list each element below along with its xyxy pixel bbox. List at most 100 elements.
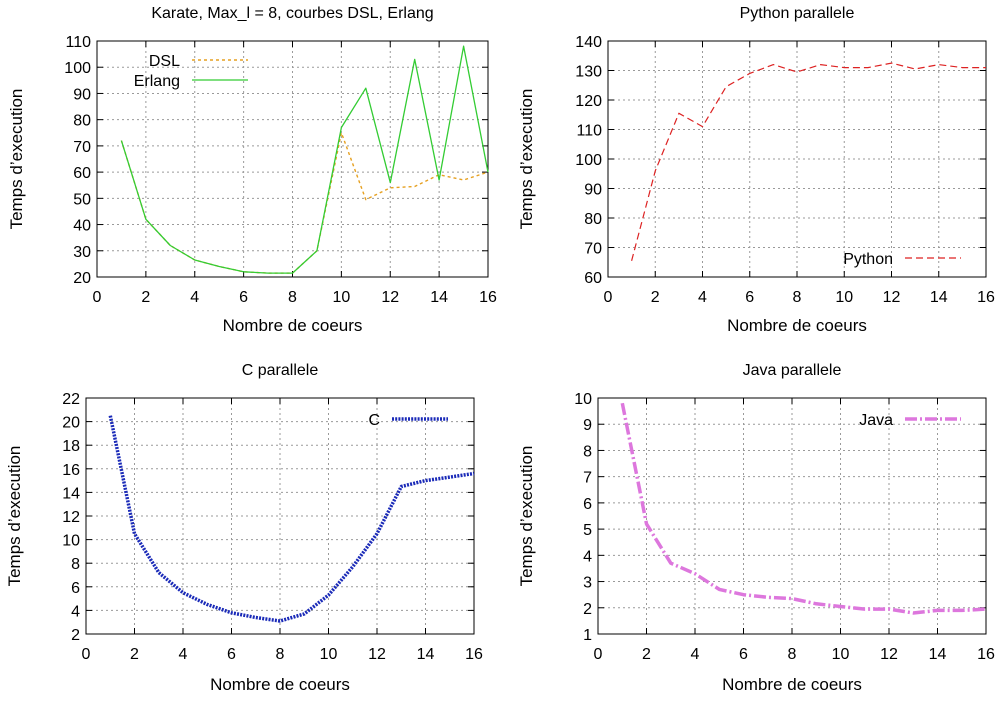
x-tick-label: 10 (332, 289, 350, 306)
x-tick-label: 6 (227, 646, 236, 663)
legend-label: Python (843, 251, 893, 268)
y-axis-label: Temps d’execution (517, 446, 536, 587)
y-tick-label: 8 (583, 443, 592, 460)
x-tick-label: 4 (698, 289, 707, 306)
y-tick-label: 60 (73, 165, 91, 182)
y-tick-label: 50 (73, 191, 91, 208)
y-tick-label: 10 (62, 533, 80, 550)
x-tick-label: 10 (320, 646, 338, 663)
y-tick-label: 16 (62, 462, 80, 479)
y-tick-label: 2 (583, 601, 592, 618)
x-tick-label: 14 (430, 289, 448, 306)
x-tick-label: 12 (883, 289, 901, 306)
x-tick-label: 0 (82, 646, 91, 663)
y-tick-label: 40 (73, 218, 91, 235)
y-tick-label: 70 (73, 139, 91, 156)
y-tick-label: 80 (584, 211, 602, 228)
x-tick-label: 8 (793, 289, 802, 306)
y-tick-label: 4 (583, 548, 592, 565)
series-line-java (620, 402, 987, 615)
x-axis-label: Nombre de coeurs (210, 675, 350, 694)
y-tick-label: 90 (584, 182, 602, 199)
series-line-erlang (120, 45, 489, 274)
y-tick-label: 80 (73, 113, 91, 130)
y-tick-label: 6 (583, 496, 592, 513)
series-line-python (631, 62, 986, 261)
y-tick-label: 110 (65, 34, 91, 51)
y-tick-label: 130 (575, 64, 602, 81)
x-tick-label: 4 (179, 646, 188, 663)
x-tick-label: 16 (465, 646, 483, 663)
y-tick-label: 22 (62, 391, 80, 408)
x-tick-label: 16 (479, 289, 497, 306)
y-tick-label: 1 (583, 627, 592, 644)
y-tick-label: 5 (583, 522, 592, 539)
x-axis-label: Nombre de coeurs (223, 316, 363, 335)
y-tick-label: 7 (583, 470, 592, 487)
y-tick-label: 30 (73, 244, 91, 261)
y-tick-label: 100 (575, 152, 602, 169)
x-tick-label: 4 (190, 289, 199, 306)
chart-title: Karate, Max_l = 8, courbes DSL, Erlang (151, 5, 433, 22)
y-tick-label: 20 (62, 415, 80, 432)
x-tick-label: 16 (977, 289, 995, 306)
x-tick-label: 2 (642, 646, 651, 663)
x-tick-label: 12 (368, 646, 386, 663)
x-tick-label: 2 (651, 289, 660, 306)
y-tick-label: 10 (574, 391, 592, 408)
y-tick-label: 90 (73, 86, 91, 103)
x-tick-label: 6 (739, 646, 748, 663)
x-tick-label: 14 (417, 646, 435, 663)
series-line-dsl (120, 132, 489, 274)
x-tick-label: 2 (141, 289, 150, 306)
x-tick-label: 10 (835, 289, 853, 306)
legend-label: Erlang (134, 73, 180, 90)
x-tick-label: 12 (381, 289, 399, 306)
y-tick-label: 12 (62, 509, 80, 526)
y-tick-label: 60 (584, 270, 602, 287)
x-axis-label: Nombre de coeurs (722, 675, 862, 694)
y-tick-label: 3 (583, 575, 592, 592)
y-tick-label: 70 (584, 241, 602, 258)
y-tick-label: 100 (64, 60, 91, 77)
legend-label: C (368, 412, 380, 429)
x-tick-label: 0 (594, 646, 603, 663)
y-axis-label: Temps d’execution (517, 89, 536, 230)
y-tick-label: 6 (71, 580, 80, 597)
chart-title: Java parallele (743, 362, 842, 379)
x-tick-label: 10 (832, 646, 850, 663)
y-tick-label: 120 (575, 93, 602, 110)
y-tick-label: 2 (71, 627, 80, 644)
x-tick-label: 12 (880, 646, 898, 663)
y-axis-label: Temps d’execution (5, 446, 24, 587)
x-tick-label: 8 (276, 646, 285, 663)
y-tick-label: 140 (575, 34, 602, 51)
y-axis-label: Temps d’execution (7, 89, 26, 230)
y-tick-label: 9 (583, 417, 592, 434)
x-tick-label: 14 (930, 289, 948, 306)
x-tick-label: 8 (288, 289, 297, 306)
x-tick-label: 6 (745, 289, 754, 306)
chart-title: Python parallele (740, 5, 855, 22)
y-tick-label: 4 (71, 603, 80, 620)
y-tick-label: 18 (62, 438, 80, 455)
x-axis-label: Nombre de coeurs (727, 316, 867, 335)
x-tick-label: 8 (788, 646, 797, 663)
y-tick-label: 14 (62, 485, 80, 502)
x-tick-label: 2 (130, 646, 139, 663)
series-line-c (108, 415, 475, 623)
x-tick-label: 14 (929, 646, 947, 663)
x-tick-label: 4 (691, 646, 700, 663)
chart-title: C parallele (242, 362, 319, 379)
y-tick-label: 20 (73, 270, 91, 287)
x-tick-label: 0 (604, 289, 613, 306)
x-tick-label: 16 (977, 646, 995, 663)
y-tick-label: 8 (71, 556, 80, 573)
y-tick-label: 110 (576, 123, 602, 140)
x-tick-label: 6 (239, 289, 248, 306)
legend-label: Java (859, 412, 893, 429)
x-tick-label: 0 (93, 289, 102, 306)
legend-label: DSL (149, 53, 180, 70)
